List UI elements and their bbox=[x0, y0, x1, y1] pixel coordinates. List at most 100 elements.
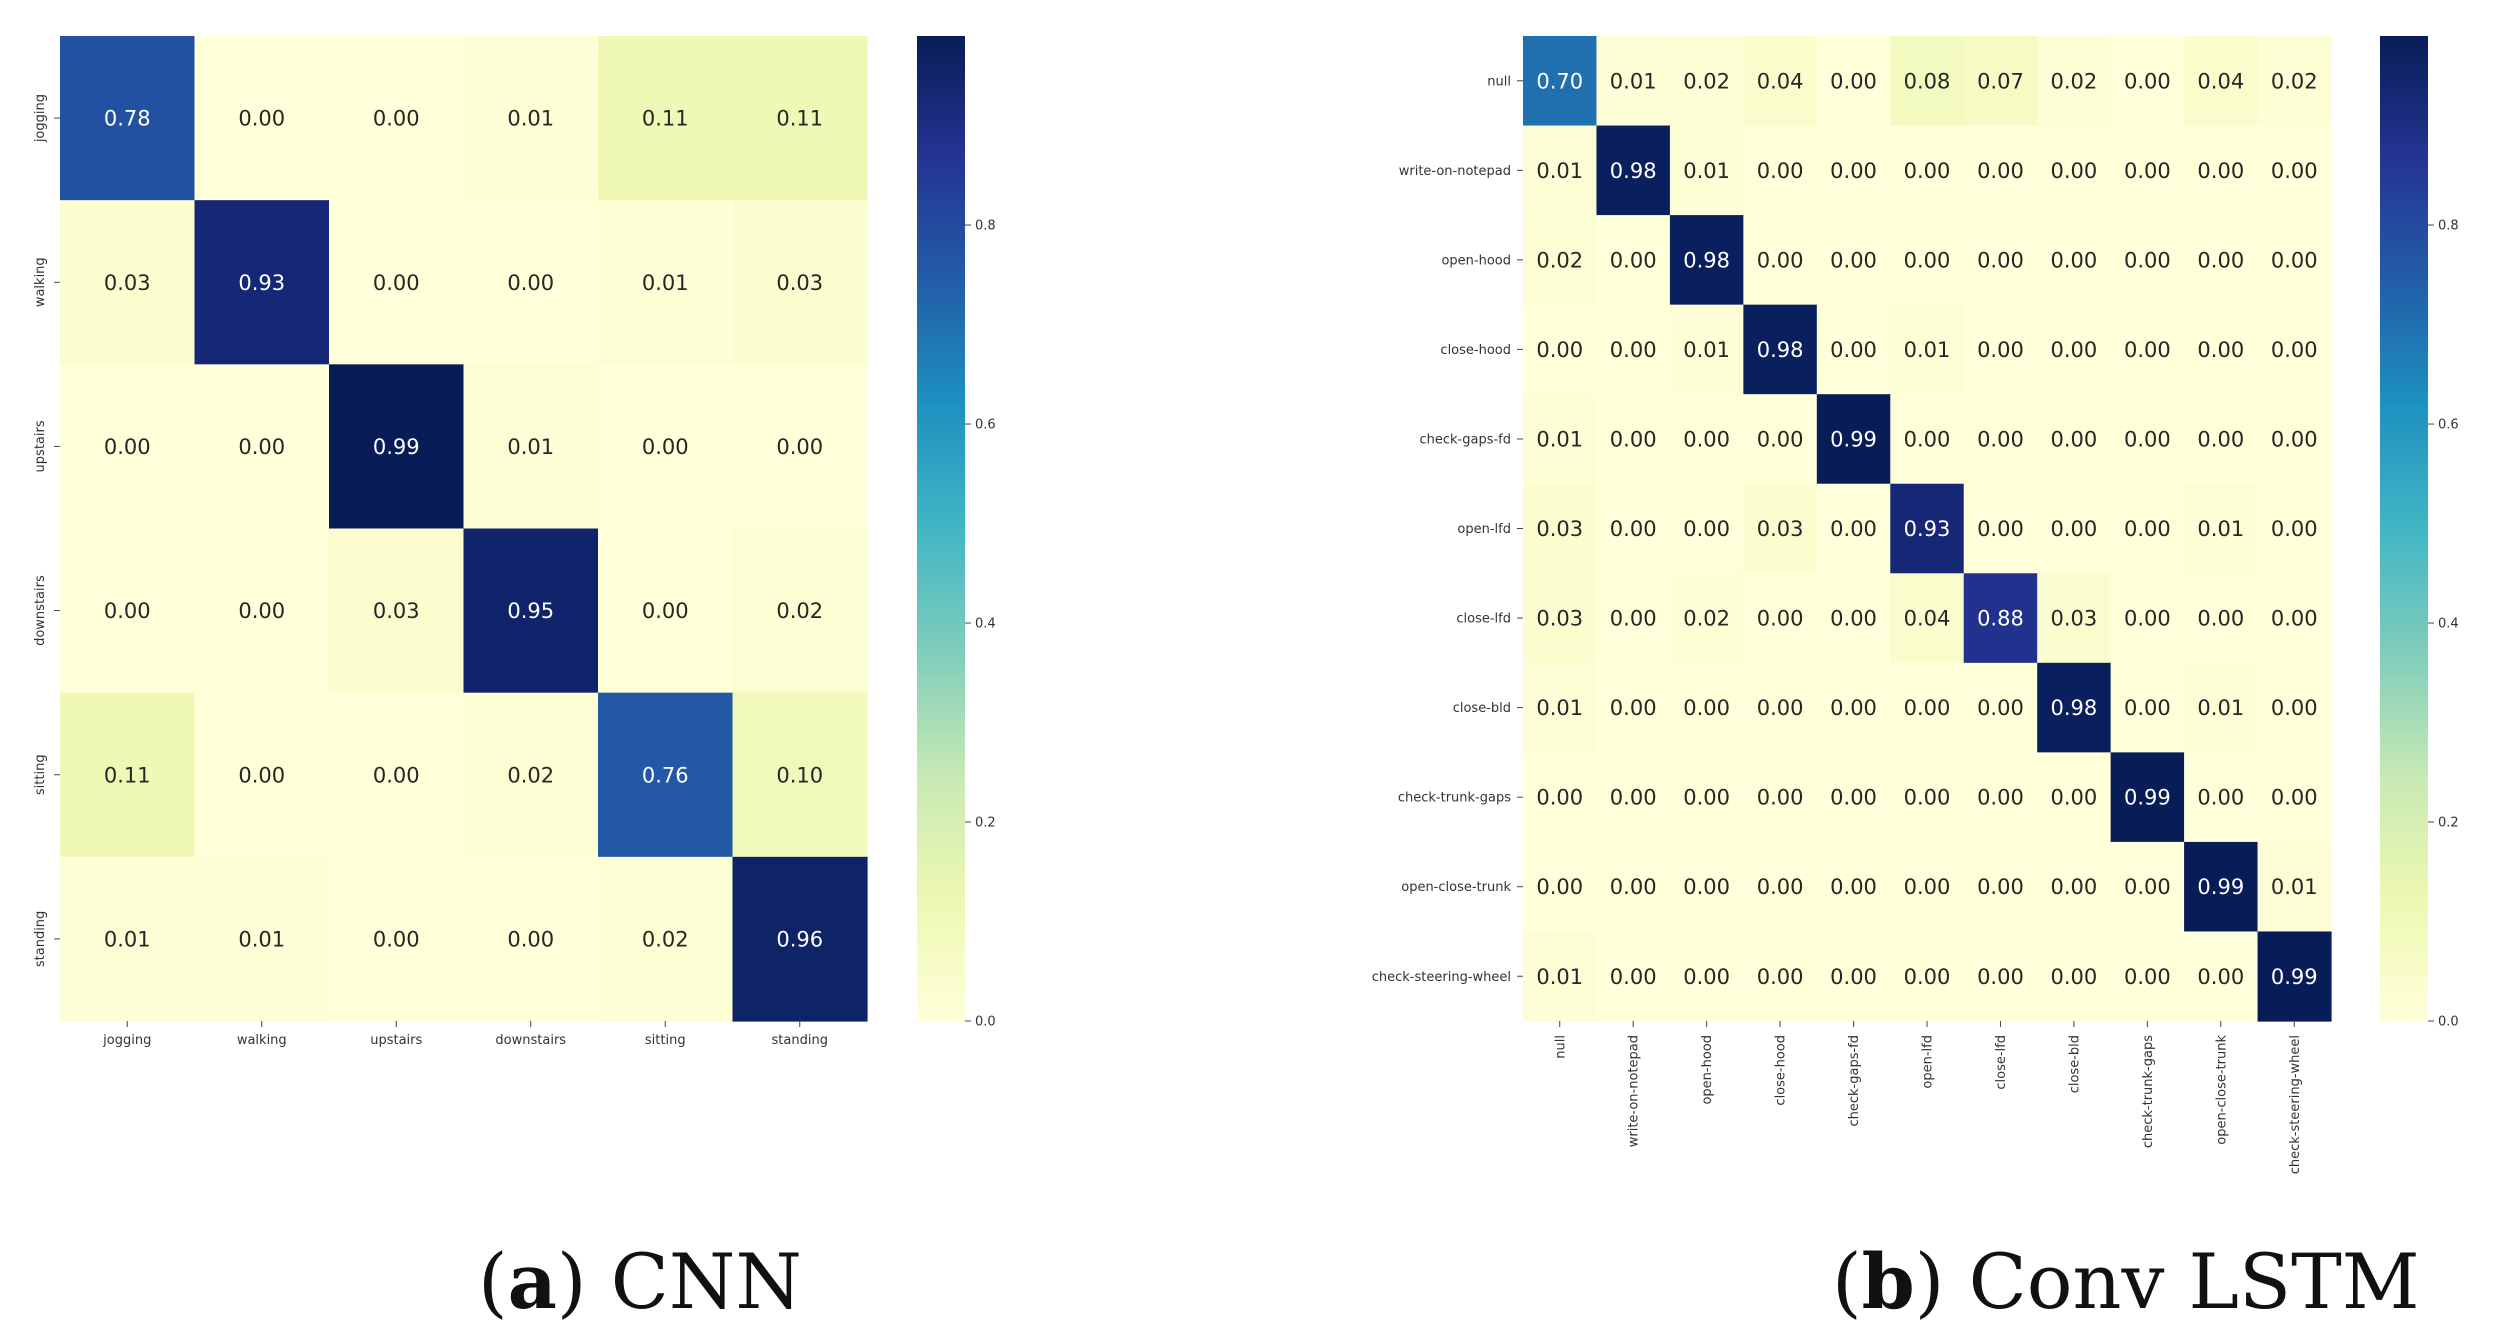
cell-value-label: 0.00 bbox=[1536, 875, 1583, 899]
cell-value-label: 0.00 bbox=[1977, 338, 2024, 362]
cell-value-label: 0.11 bbox=[104, 763, 151, 787]
caption-text-cnn: CNN bbox=[610, 1237, 802, 1326]
x-tick-label: close-bld bbox=[2067, 1035, 2082, 1093]
heatmap-cell bbox=[1890, 573, 1965, 664]
heatmap-cell bbox=[194, 528, 330, 694]
cell-value-label: 0.03 bbox=[104, 271, 151, 295]
heatmap-cell bbox=[1743, 215, 1818, 306]
cell-value-label: 0.00 bbox=[2124, 607, 2171, 631]
y-tick-label: write-on-notepad bbox=[1399, 164, 1511, 179]
cell-value-label: 0.01 bbox=[507, 435, 554, 459]
heatmap-cell bbox=[1669, 931, 1744, 1022]
cell-value-label: 0.00 bbox=[1610, 428, 1657, 452]
heatmap-cell bbox=[2257, 662, 2332, 753]
cell-value-label: 0.00 bbox=[1904, 965, 1951, 989]
cell-value-label: 0.00 bbox=[1610, 248, 1657, 272]
heatmap-cell bbox=[1523, 752, 1598, 843]
cell-value-label: 0.01 bbox=[1904, 338, 1951, 362]
cell-value-label: 0.00 bbox=[642, 599, 689, 623]
cell-value-label: 0.00 bbox=[1830, 517, 1877, 541]
cell-value-label: 0.00 bbox=[1757, 696, 1804, 720]
heatmap-cell bbox=[1523, 36, 1598, 127]
heatmap-cell bbox=[598, 856, 734, 1022]
heatmap-cell bbox=[60, 200, 196, 365]
colorbar bbox=[2380, 36, 2428, 1021]
cell-value-label: 0.00 bbox=[373, 271, 420, 295]
heatmap-cell bbox=[2257, 125, 2332, 216]
y-tick-label: open-close-trunk bbox=[1401, 880, 1511, 895]
cell-value-label: 0.03 bbox=[776, 271, 823, 295]
cell-value-label: 0.95 bbox=[507, 599, 554, 623]
cell-value-label: 0.00 bbox=[373, 927, 420, 951]
cell-value-label: 0.98 bbox=[1610, 159, 1657, 183]
cell-value-label: 0.00 bbox=[1977, 696, 2024, 720]
heatmap-cell bbox=[463, 856, 599, 1022]
heatmap-cell bbox=[2037, 125, 2112, 216]
heatmap-cell bbox=[2110, 304, 2185, 395]
colorbar-tick-label: 0.2 bbox=[975, 816, 996, 831]
heatmap-cell bbox=[1890, 394, 1965, 485]
cell-value-label: 0.00 bbox=[2051, 428, 2098, 452]
cell-value-label: 0.00 bbox=[1904, 428, 1951, 452]
cell-value-label: 0.01 bbox=[1610, 69, 1657, 93]
cell-value-label: 0.00 bbox=[1830, 338, 1877, 362]
x-tick-label: open-close-trunk bbox=[2214, 1035, 2229, 1145]
heatmap-cell bbox=[1890, 662, 1965, 753]
cell-value-label: 0.00 bbox=[507, 927, 554, 951]
heatmap-cell bbox=[463, 364, 599, 530]
heatmap-cell bbox=[1743, 483, 1818, 574]
cell-value-label: 0.00 bbox=[776, 435, 823, 459]
y-tick-label: sitting bbox=[33, 754, 48, 795]
heatmap-cell bbox=[1596, 215, 1671, 306]
cell-value-label: 0.00 bbox=[2124, 159, 2171, 183]
cell-value-label: 0.00 bbox=[2271, 159, 2318, 183]
heatmap-cell bbox=[1743, 304, 1818, 395]
cell-value-label: 0.99 bbox=[2197, 875, 2244, 899]
cell-value-label: 0.04 bbox=[2197, 69, 2244, 93]
heatmap-cell bbox=[1890, 36, 1965, 127]
cell-value-label: 0.08 bbox=[1904, 69, 1951, 93]
heatmap-cell bbox=[194, 200, 330, 365]
cell-value-label: 0.00 bbox=[373, 763, 420, 787]
cell-value-label: 0.03 bbox=[2051, 607, 2098, 631]
heatmap-cell bbox=[1816, 304, 1891, 395]
x-tick-label: close-lfd bbox=[1994, 1035, 2009, 1090]
cell-value-label: 0.96 bbox=[776, 927, 823, 951]
heatmap-cell bbox=[598, 36, 734, 201]
heatmap-cell bbox=[2110, 752, 2185, 843]
heatmap-cell bbox=[1669, 752, 1744, 843]
heatmap-cell bbox=[463, 692, 599, 858]
heatmap-cell bbox=[1669, 483, 1744, 574]
heatmap-cell bbox=[2184, 125, 2259, 216]
cell-value-label: 0.01 bbox=[104, 927, 151, 951]
cell-value-label: 0.10 bbox=[776, 763, 823, 787]
heatmap-cell bbox=[1816, 662, 1891, 753]
heatmap-cell bbox=[2037, 304, 2112, 395]
cell-value-label: 0.01 bbox=[1536, 696, 1583, 720]
colorbar-tick-label: 0.4 bbox=[2438, 617, 2459, 632]
cell-value-label: 0.02 bbox=[1683, 69, 1730, 93]
cell-value-label: 0.99 bbox=[373, 435, 420, 459]
cell-value-label: 0.01 bbox=[238, 927, 285, 951]
heatmap-cell bbox=[1743, 931, 1818, 1022]
caption-text-conv-lstm: Conv LSTM bbox=[1968, 1237, 2420, 1326]
heatmap-cell bbox=[1816, 394, 1891, 485]
heatmap-cell bbox=[1523, 125, 1598, 216]
conv-lstm-confusion-matrix: 0.70 0.01 0.02 0.04 0.00 0.08 0.07 0.02 0.00 0.04… bbox=[1372, 36, 2459, 1174]
heatmap-cell bbox=[1523, 931, 1598, 1022]
heatmap-cell bbox=[1816, 931, 1891, 1022]
heatmap-cell bbox=[329, 200, 465, 365]
cell-value-label: 0.00 bbox=[2197, 786, 2244, 810]
cell-value-label: 0.00 bbox=[1977, 517, 2024, 541]
cell-value-label: 0.01 bbox=[2271, 875, 2318, 899]
cell-value-label: 0.00 bbox=[507, 271, 554, 295]
cell-value-label: 0.03 bbox=[1536, 607, 1583, 631]
cell-value-label: 0.00 bbox=[1904, 159, 1951, 183]
heatmap-cell bbox=[1669, 841, 1744, 933]
heatmap-cell bbox=[1743, 752, 1818, 843]
heatmap-cell bbox=[1816, 841, 1891, 933]
heatmap-cell bbox=[2257, 752, 2332, 843]
cell-value-label: 0.00 bbox=[2271, 248, 2318, 272]
heatmap-cell bbox=[329, 36, 465, 201]
heatmap-cell bbox=[1669, 36, 1744, 127]
